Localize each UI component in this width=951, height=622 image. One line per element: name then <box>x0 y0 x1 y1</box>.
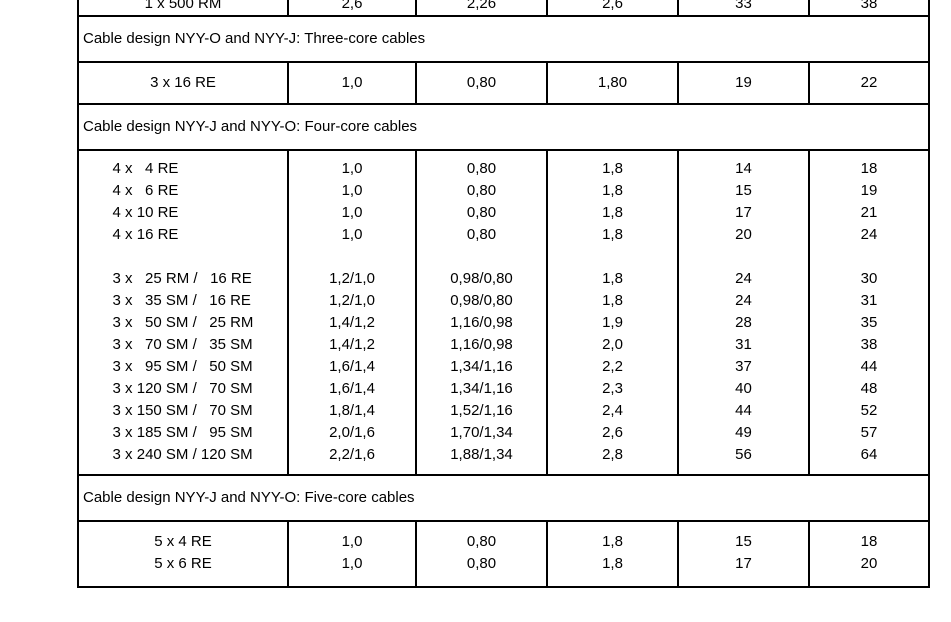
value-cell: 18 19 21 24 30 31 35 38 44 48 52 57 64 <box>860 160 878 463</box>
cable-spec-table: 1 x 500 RM 2,6 2,26 2,6 33 38 Cable desi… <box>77 0 930 588</box>
value-cell: 38 <box>860 0 878 12</box>
value-cell: 0,80 0,80 <box>417 522 548 586</box>
value-cell: 2,6 <box>289 0 417 15</box>
value-cell: 22 <box>860 74 878 91</box>
value-cell: 1,0 1,0 <box>289 522 417 586</box>
section-header-five-core: Cable design NYY-J and NYY-O: Five-core … <box>79 474 928 522</box>
value-cell: 18 20 <box>860 533 878 572</box>
value-cell: 1,80 <box>548 63 679 103</box>
value-cell: 0,80 0,80 0,80 0,80 0,98/0,80 0,98/0,80 … <box>417 151 548 474</box>
cable-type-lines: 5 x 4 RE 5 x 6 RE <box>154 533 212 572</box>
cable-type-cell: 3 x 16 RE <box>79 63 289 103</box>
table-row-clipped: 1 x 500 RM 2,6 2,26 2,6 33 38 <box>79 0 928 15</box>
value-cell: 1,0 1,0 1,0 1,0 1,2/1,0 1,2/1,0 1,4/1,2 … <box>289 151 417 474</box>
table-block-five-core: 5 x 4 RE 5 x 6 RE 1,0 1,0 0,80 0,80 1,8 … <box>79 522 928 586</box>
cable-type-cell: 4 x 4 RE 4 x 6 RE 4 x 10 RE 4 x 16 RE 3 … <box>79 151 289 474</box>
value-cell: 1,8 1,8 1,8 1,8 1,8 1,8 1,9 2,0 2,2 2,3 … <box>548 151 679 474</box>
value-cell: 0,80 <box>417 63 548 103</box>
cable-type-cell: 5 x 4 RE 5 x 6 RE <box>79 522 289 586</box>
value-cell: 19 <box>679 63 810 103</box>
value-cell: 2,26 <box>417 0 548 15</box>
table-block-four-core: 4 x 4 RE 4 x 6 RE 4 x 10 RE 4 x 16 RE 3 … <box>79 151 928 474</box>
value-cell: 1,8 1,8 <box>548 522 679 586</box>
value-cell: 2,6 <box>548 0 679 15</box>
cable-type-cell: 1 x 500 RM <box>79 0 289 15</box>
cable-type-lines: 4 x 4 RE 4 x 6 RE 4 x 10 RE 4 x 16 RE 3 … <box>112 160 254 463</box>
section-header-four-core: Cable design NYY-J and NYY-O: Four-core … <box>79 103 928 151</box>
table-row-three-core: 3 x 16 RE 1,0 0,80 1,80 19 22 <box>79 63 928 103</box>
value-cell: 15 17 <box>679 522 810 586</box>
value-cell: 14 15 17 20 24 24 28 31 37 40 44 49 56 <box>679 151 810 474</box>
value-cell: 33 <box>679 0 810 15</box>
section-header-three-core: Cable design NYY-O and NYY-J: Three-core… <box>79 15 928 63</box>
value-cell: 1,0 <box>289 63 417 103</box>
